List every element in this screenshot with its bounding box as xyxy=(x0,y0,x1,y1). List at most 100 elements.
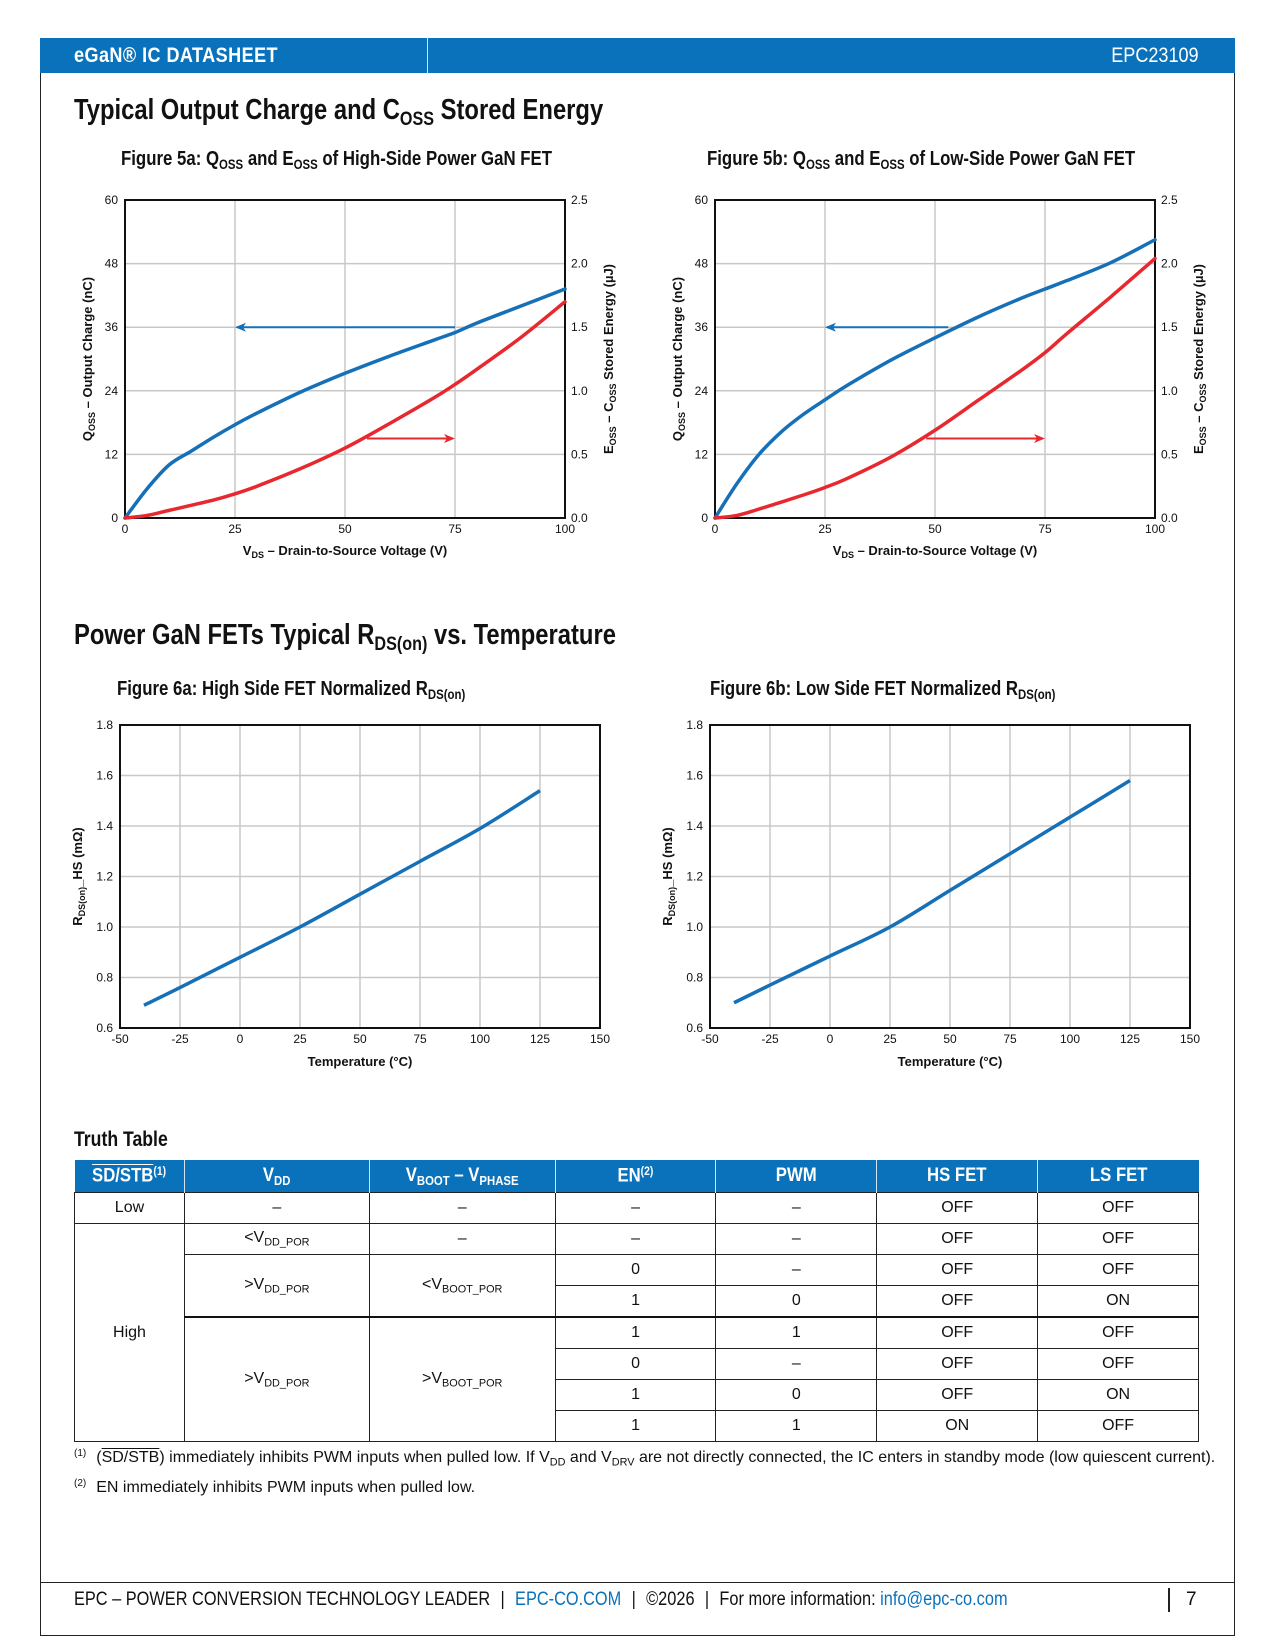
y-axis-title: RDS(on)_HS (mΩ) xyxy=(660,827,677,925)
y-tick-label: 36 xyxy=(105,320,119,334)
email-link[interactable]: info@epc-co.com xyxy=(880,1589,1008,1610)
y-tick-label: 36 xyxy=(695,320,709,334)
cell-ls: ON xyxy=(1037,1379,1199,1411)
x-tick-label: 125 xyxy=(1120,1032,1140,1046)
h: V xyxy=(263,1164,275,1186)
label-part: – C xyxy=(601,402,616,426)
label-part: OSS xyxy=(608,383,618,402)
arrowhead-left-icon xyxy=(235,322,246,332)
label-part: R xyxy=(660,916,675,926)
y2-tick-label: 2.5 xyxy=(1161,193,1178,207)
t: of Low-Side Power GaN FET xyxy=(904,148,1136,170)
cell-en: 1 xyxy=(554,1316,717,1349)
label-part: – Drain-to-Source Voltage (V) xyxy=(854,543,1037,558)
footer: EPC – POWER CONVERSION TECHNOLOGY LEADER… xyxy=(74,1589,1008,1611)
fn-text: EN immediately inhibits PWM inputs when … xyxy=(96,1479,476,1496)
v: DD_POR xyxy=(264,1377,310,1390)
footnote-2: (2) EN immediately inhibits PWM inputs wh… xyxy=(74,1478,475,1497)
col-vboot-vphase: VBOOT – VPHASE xyxy=(368,1160,556,1193)
fn-text: ) immediately inhibits PWM inputs when p… xyxy=(159,1449,550,1466)
chart-figure-5a: 0 25 50 75 100 0 12 24 36 48 60 0.0 0.5 1.0 1.5 2.0 2.5 V… xyxy=(80,193,618,560)
label-part: _HS (mΩ) xyxy=(660,827,675,888)
x-tick-label: 75 xyxy=(1038,522,1052,536)
cell-pwm: 1 xyxy=(715,1316,878,1349)
cell-pwm: – xyxy=(715,1348,878,1380)
fn-text: ( xyxy=(96,1449,102,1466)
header-bar: eGaN® IC DATASHEET EPC23109 xyxy=(40,38,1235,73)
x-tick-label: -25 xyxy=(761,1032,779,1046)
t: OSS xyxy=(805,157,831,173)
grid xyxy=(125,200,565,518)
y-axis-title: QOSS – Output Charge (nC) xyxy=(80,277,97,441)
x-tick-label: 75 xyxy=(448,522,462,536)
x-tick-label: 0 xyxy=(712,522,719,536)
x-tick-label: 125 xyxy=(530,1032,550,1046)
cell-en: 1 xyxy=(554,1285,717,1318)
footnote-marker: (2) xyxy=(74,1478,87,1489)
x-axis-title: Temperature (°C) xyxy=(898,1054,1003,1069)
cell-vboot: – xyxy=(368,1223,556,1255)
truth-table-title: Truth Table xyxy=(74,1128,168,1151)
col-pwm: PWM xyxy=(715,1160,877,1193)
label-part: Q xyxy=(80,431,95,441)
t: Figure 5a: Q xyxy=(121,148,220,170)
cell-pwm: 0 xyxy=(715,1285,878,1318)
label-part: – Output Charge (nC) xyxy=(80,277,95,412)
table-row: >VDD_POR <VBOOT_POR 0 – OFF OFF xyxy=(75,1254,1199,1318)
t: OSS xyxy=(293,157,318,173)
fn-text: SD/STB xyxy=(101,1449,160,1466)
y-tick-label: 0.8 xyxy=(686,971,703,985)
x-axis-title: VDS – Drain-to-Source Voltage (V) xyxy=(243,543,447,560)
label-part: E xyxy=(601,445,616,454)
cell-pwm: – xyxy=(715,1192,878,1224)
h: EN xyxy=(617,1165,641,1187)
label-part: E xyxy=(1191,445,1206,454)
cell-vboot: <VBOOT_POR xyxy=(368,1254,556,1318)
x-tick-label: 50 xyxy=(353,1032,367,1046)
plot-frame xyxy=(709,724,1191,1029)
plot-frame xyxy=(119,724,601,1029)
cell-ls: OFF xyxy=(1037,1348,1199,1380)
table-row: >VDD_POR >VBOOT_POR 1 1 OFF OFF xyxy=(75,1316,1199,1442)
h: – V xyxy=(449,1164,480,1186)
label-part: Stored Energy (µJ) xyxy=(601,264,616,383)
v: >V xyxy=(244,1369,265,1387)
x-tick-label: 50 xyxy=(943,1032,957,1046)
info-label: For more information: xyxy=(719,1589,881,1610)
y-tick-label: 48 xyxy=(105,257,119,271)
cell-en: 1 xyxy=(554,1410,717,1442)
website-link[interactable]: EPC-CO.COM xyxy=(515,1589,622,1610)
h: (1) xyxy=(153,1164,167,1178)
y2-tick-label: 2.5 xyxy=(571,193,588,207)
cell-hs: OFF xyxy=(876,1223,1039,1255)
series-line-rdson xyxy=(143,789,541,1007)
y-tick-label: 0.6 xyxy=(686,1021,703,1035)
table-row: 0 – OFF OFF xyxy=(75,1348,1199,1380)
cell-vdd: – xyxy=(183,1192,370,1224)
table-row: High <VDD_POR – – – OFF OFF xyxy=(74,1223,1199,1442)
y-tick-label: 48 xyxy=(695,257,709,271)
t: Figure 5b: Q xyxy=(707,148,806,170)
y2-axis-title: EOSS – COSS Stored Energy (µJ) xyxy=(1191,264,1208,454)
v: BOOT_POR xyxy=(441,1283,503,1296)
y-tick-label: 24 xyxy=(105,384,119,398)
t: Figure 6a: High Side FET Normalized R xyxy=(117,678,428,700)
fn-text: DRV xyxy=(611,1456,635,1469)
cell-vdd: >VDD_POR xyxy=(183,1316,370,1442)
cell-pwm: – xyxy=(715,1254,878,1286)
label-part: R xyxy=(70,916,85,926)
col-hs-fet: HS FET xyxy=(876,1160,1038,1193)
section-title-output-charge: Typical Output Charge and COSS Stored En… xyxy=(74,94,603,131)
y-tick-label: 1.6 xyxy=(96,769,113,783)
y2-tick-label: 0.5 xyxy=(571,447,588,461)
arrowhead-left-icon xyxy=(825,322,836,332)
cell-sd: High xyxy=(74,1223,185,1442)
y-tick-label: 1.0 xyxy=(96,920,113,934)
cell-pwm: 1 xyxy=(715,1410,878,1442)
y-tick-label: 24 xyxy=(695,384,709,398)
arrowhead-right-icon xyxy=(1034,434,1045,443)
y-tick-label: 0 xyxy=(701,511,708,525)
v: BOOT_POR xyxy=(441,1377,503,1390)
y2-axis-title: EOSS – COSS Stored Energy (µJ) xyxy=(601,264,618,454)
label-part: DS xyxy=(841,550,854,560)
